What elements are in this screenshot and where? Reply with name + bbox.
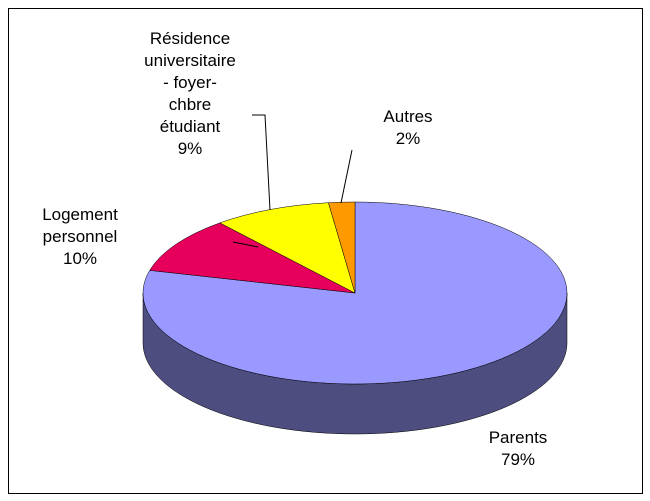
value-label: 2% [395,129,421,148]
category-label: Résidence universitaire - foyer- chbre é… [144,29,236,136]
slice-label: Parents 79% [438,427,598,471]
leader-line [232,241,259,248]
slice-label: Autres 2% [328,106,488,150]
slice [149,222,356,294]
slice [219,202,356,294]
category-label: Logement personnel [42,205,118,246]
category-label: Parents [488,428,548,447]
value-label: 79% [500,450,536,469]
value-label: 10% [62,249,98,268]
leader-line [252,114,271,211]
category-label: Autres [383,107,433,126]
slice [328,201,356,294]
value-label: 9% [177,139,203,158]
slice-label: Résidence universitaire - foyer- chbre é… [110,28,270,160]
slice-label: Logement personnel 10% [0,204,160,270]
leader-line [340,149,353,204]
